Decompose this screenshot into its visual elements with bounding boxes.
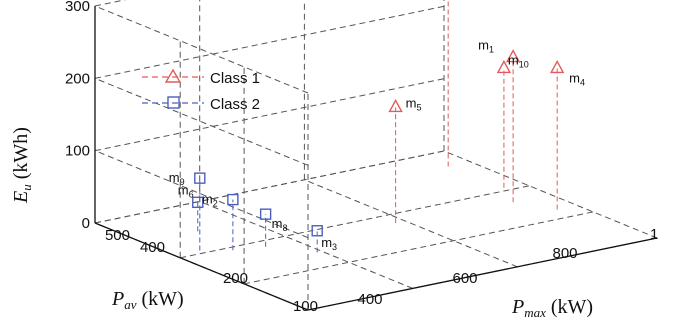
z-tick-0: 0 <box>82 215 90 232</box>
legend-entry-class-1: Class 1 <box>142 68 260 87</box>
marker-series-2-point-2 <box>311 225 323 237</box>
x-axis-label: Pmax (kW) <box>511 296 593 320</box>
legend-label-class-2: Class 2 <box>210 96 260 113</box>
floor-grid-x-1 <box>199 200 413 289</box>
legend-triangle-icon <box>164 68 182 83</box>
y-axis-line <box>94 222 309 311</box>
x-tick-2: 800 <box>552 245 577 262</box>
y-tick-1: 200 <box>223 270 248 287</box>
label-series-2-point-1: m2 <box>202 192 218 209</box>
z-tick-3: 300 <box>65 0 90 15</box>
legend-entry-class-2: Class 2 <box>142 96 260 113</box>
legend-label-class-1: Class 1 <box>210 70 260 87</box>
axes <box>94 6 658 311</box>
x-tick-3: 1 <box>650 226 658 243</box>
z-tick-2: 200 <box>65 70 90 87</box>
label-series-1-point-1: m1 <box>478 38 494 55</box>
label-series-1-point-2: m4 <box>569 70 585 87</box>
y-axis-label: Pav (kW) <box>111 288 184 312</box>
marker-series-1-point-5 <box>496 59 512 74</box>
z-axis-label: Eu (kWh) <box>10 127 34 204</box>
x-tick-0: 400 <box>357 291 382 308</box>
back-wall-horizontal-0 <box>94 150 445 224</box>
left-wall-horizontal-2 <box>94 77 309 166</box>
y-tick-0: 100 <box>293 298 318 315</box>
z-tick-1: 100 <box>65 143 90 160</box>
x-tick-1: 600 <box>452 270 477 287</box>
label-series-1-point-5: m10 <box>508 52 529 69</box>
x-axis-line <box>307 237 658 311</box>
back-wall-horizontal-1 <box>94 78 445 152</box>
label-series-2-point-2: m3 <box>321 235 337 252</box>
left-wall-horizontal-1 <box>94 150 309 239</box>
marker-series-2-point-3 <box>192 196 204 209</box>
grid-lines <box>94 0 658 311</box>
marker-series-2-point-1 <box>227 193 239 206</box>
y-tick-2: 400 <box>140 239 165 256</box>
label-series-1-point-3: m5 <box>406 95 422 112</box>
legend-square-icon <box>167 96 180 109</box>
marker-series-2-point-4 <box>259 208 272 220</box>
back-wall-horizontal-2 <box>94 5 445 79</box>
marker-series-1-point-1 <box>505 49 521 63</box>
point-labels: m1m4m5m7m10m2m3m6m8m9 <box>169 38 585 252</box>
tick-labels: 0 100 200 300 100 200 400 500 400 600 800 1 <box>65 0 658 315</box>
marker-series-2-point-5 <box>194 172 206 184</box>
marker-series-1-point-3 <box>388 98 403 113</box>
data-markers <box>192 49 565 237</box>
marker-series-1-point-2 <box>550 59 565 74</box>
label-series-2-point-5: m9 <box>169 170 185 187</box>
floor-grid-x-2 <box>304 179 518 268</box>
floor-grid-x-3 <box>443 150 658 239</box>
label-series-2-point-3: m6 <box>178 182 194 199</box>
label-series-2-point-4: m8 <box>272 216 288 233</box>
floor-grid-y-1 <box>243 211 594 285</box>
legend: Class 1 Class 2 <box>142 68 260 113</box>
left-wall-horizontal-3 <box>94 5 309 94</box>
back-wall-horizontal-3 <box>94 0 127 7</box>
y-tick-3: 500 <box>105 227 130 244</box>
